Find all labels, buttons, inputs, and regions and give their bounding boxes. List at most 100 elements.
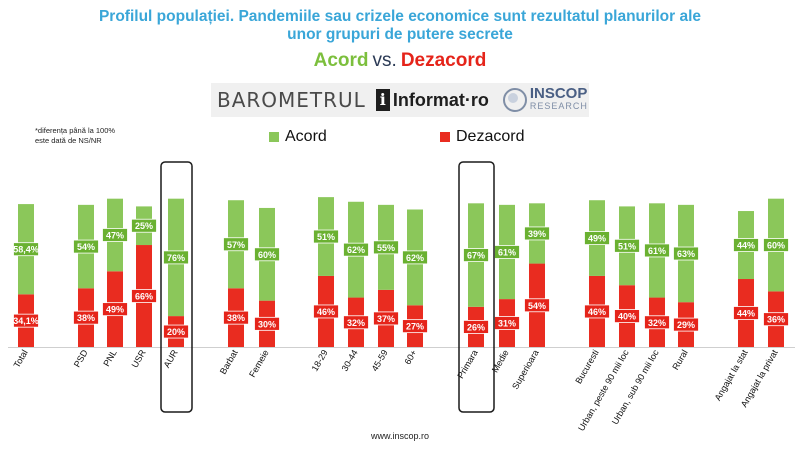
chart-title-line2: unor grupuri de putere secrete xyxy=(287,26,513,43)
chart-title-line1: Profilul populației. Pandemiile sau criz… xyxy=(98,8,702,25)
data-label-bg-dezacord-usr xyxy=(131,289,157,303)
data-label-bg-acord-urban-peste-90-mii-loc xyxy=(614,238,640,253)
data-label-bg-dezacord-angajat-la-stat xyxy=(733,306,759,320)
data-label-acord-30-44: 62% xyxy=(347,245,365,255)
data-label-bg-acord-barbat xyxy=(223,237,249,252)
data-label-bg-dezacord-urban-peste-90-mii-loc xyxy=(614,309,640,324)
inscop-logo: INSCOP RESEARCH xyxy=(502,85,588,113)
data-label-bg-acord-pnl xyxy=(102,228,128,242)
data-label-dezacord-rural: 29% xyxy=(677,320,695,330)
category-label-bucuresti: Bucuresti xyxy=(573,348,600,386)
data-label-dezacord-aur: 20% xyxy=(167,327,185,337)
category-label-total: Total xyxy=(12,348,30,369)
data-label-bg-acord-30-44 xyxy=(343,242,369,257)
data-label-dezacord-total: 34,1% xyxy=(13,316,39,326)
data-label-dezacord-60: 27% xyxy=(406,322,424,332)
data-label-acord-primara: 67% xyxy=(467,251,485,261)
data-label-acord-bucuresti: 49% xyxy=(588,234,606,244)
data-label-dezacord-barbat: 38% xyxy=(227,313,245,323)
data-label-bg-acord-rural xyxy=(673,246,699,261)
category-label-psd: PSD xyxy=(72,348,90,369)
legend-swatch-dezacord xyxy=(440,132,450,142)
data-label-acord-pnl: 47% xyxy=(106,230,124,240)
data-label-bg-acord-60 xyxy=(402,250,428,265)
data-label-acord-aur: 76% xyxy=(167,253,185,263)
category-label-rural: Rural xyxy=(670,348,689,372)
data-label-bg-acord-45-59 xyxy=(373,240,399,255)
data-label-dezacord-psd: 38% xyxy=(77,313,95,323)
legend-label-acord: Acord xyxy=(285,128,327,145)
footnote-line2: este dată de NS/NR xyxy=(35,136,102,145)
data-label-bg-dezacord-barbat xyxy=(223,310,249,325)
data-label-bg-dezacord-aur xyxy=(163,324,189,339)
legend-item-acord: Acord xyxy=(269,128,327,146)
data-label-dezacord-angajat-la-privat: 36% xyxy=(767,315,785,325)
barometrul-logo: BAROMETRUL xyxy=(217,88,366,112)
footnote-line1: *diferența până la 100% xyxy=(35,126,116,135)
subtitle: Acord vs. Dezacord xyxy=(0,49,800,73)
data-label-bg-dezacord-60 xyxy=(402,319,428,334)
category-label-femeie: Femeie xyxy=(247,348,271,379)
data-label-acord-psd: 54% xyxy=(77,242,95,252)
category-label-pnl: PNL xyxy=(101,348,118,368)
data-label-bg-dezacord-bucuresti xyxy=(584,304,610,319)
data-label-bg-dezacord-psd xyxy=(73,310,99,325)
data-label-bg-acord-usr xyxy=(131,218,157,233)
data-label-bg-dezacord-30-44 xyxy=(343,315,369,330)
category-label-45-59: 45-59 xyxy=(370,348,390,373)
data-label-dezacord-18-29: 46% xyxy=(317,307,335,317)
inscop-logo-text: INSCOP xyxy=(529,85,588,102)
category-label-superioara: Superioara xyxy=(510,348,541,391)
data-label-bg-acord-total xyxy=(13,242,39,257)
category-label-aur: AUR xyxy=(162,348,180,370)
data-label-bg-acord-psd xyxy=(73,239,99,254)
data-label-bg-dezacord-superioara xyxy=(524,298,550,313)
highlight-box-primara xyxy=(458,161,495,413)
legend-swatch-acord xyxy=(269,132,279,142)
informat-logo: i Informat·ro xyxy=(375,89,489,111)
data-label-bg-acord-femeie xyxy=(254,247,280,262)
data-label-acord-femeie: 60% xyxy=(258,250,276,260)
data-label-dezacord-angajat-la-stat: 44% xyxy=(737,309,755,319)
data-label-bg-dezacord-45-59 xyxy=(373,311,399,326)
data-label-acord-barbat: 57% xyxy=(227,240,245,250)
data-label-bg-acord-aur xyxy=(163,250,189,265)
data-label-dezacord-urban-peste-90-mii-loc: 40% xyxy=(618,312,636,322)
data-label-bg-dezacord-angajat-la-privat xyxy=(763,312,789,327)
data-label-bg-dezacord-femeie xyxy=(254,316,280,331)
category-label-usr: USR xyxy=(130,348,148,370)
data-label-acord-urban-sub-90-mii-loc: 61% xyxy=(648,246,666,256)
data-label-bg-dezacord-rural xyxy=(673,317,699,332)
data-label-acord-18-29: 51% xyxy=(317,232,335,242)
data-label-bg-acord-18-29 xyxy=(313,229,339,244)
data-label-dezacord-30-44: 32% xyxy=(347,318,365,328)
data-label-acord-60: 62% xyxy=(406,253,424,263)
data-label-dezacord-urban-sub-90-mii-loc: 32% xyxy=(648,318,666,328)
informat-logo-text: Informat·ro xyxy=(392,89,489,110)
data-label-acord-superioara: 39% xyxy=(528,229,546,239)
data-label-dezacord-45-59: 37% xyxy=(377,314,395,324)
logo-strip: BAROMETRUL i Informat·ro INSCOP RESEARCH xyxy=(211,83,589,117)
data-label-dezacord-bucuresti: 46% xyxy=(588,307,606,317)
inscop-mark-icon xyxy=(502,88,527,112)
data-label-bg-acord-bucuresti xyxy=(584,231,610,245)
data-label-acord-usr: 25% xyxy=(135,221,153,231)
category-label-60: 60+ xyxy=(402,348,418,366)
data-label-dezacord-medie: 31% xyxy=(498,319,516,329)
subtitle-vs: vs. xyxy=(372,50,397,71)
data-label-bg-dezacord-pnl xyxy=(102,302,128,317)
data-label-dezacord-primara: 26% xyxy=(467,322,485,332)
legend-label-dezacord: Dezacord xyxy=(456,128,525,145)
data-label-acord-rural: 63% xyxy=(677,249,695,259)
data-label-bg-acord-angajat-la-privat xyxy=(763,238,789,252)
data-label-acord-total: 58,4% xyxy=(13,245,39,255)
data-label-acord-angajat-la-stat: 44% xyxy=(737,241,755,251)
subtitle-acord: Acord xyxy=(313,50,369,71)
data-label-bg-dezacord-total xyxy=(13,313,39,328)
category-label-medie: Medie xyxy=(490,348,511,374)
data-label-dezacord-superioara: 54% xyxy=(528,301,546,311)
data-label-bg-dezacord-primara xyxy=(463,320,489,334)
info-i-icon: i xyxy=(375,89,390,111)
data-label-dezacord-usr: 66% xyxy=(135,292,153,302)
